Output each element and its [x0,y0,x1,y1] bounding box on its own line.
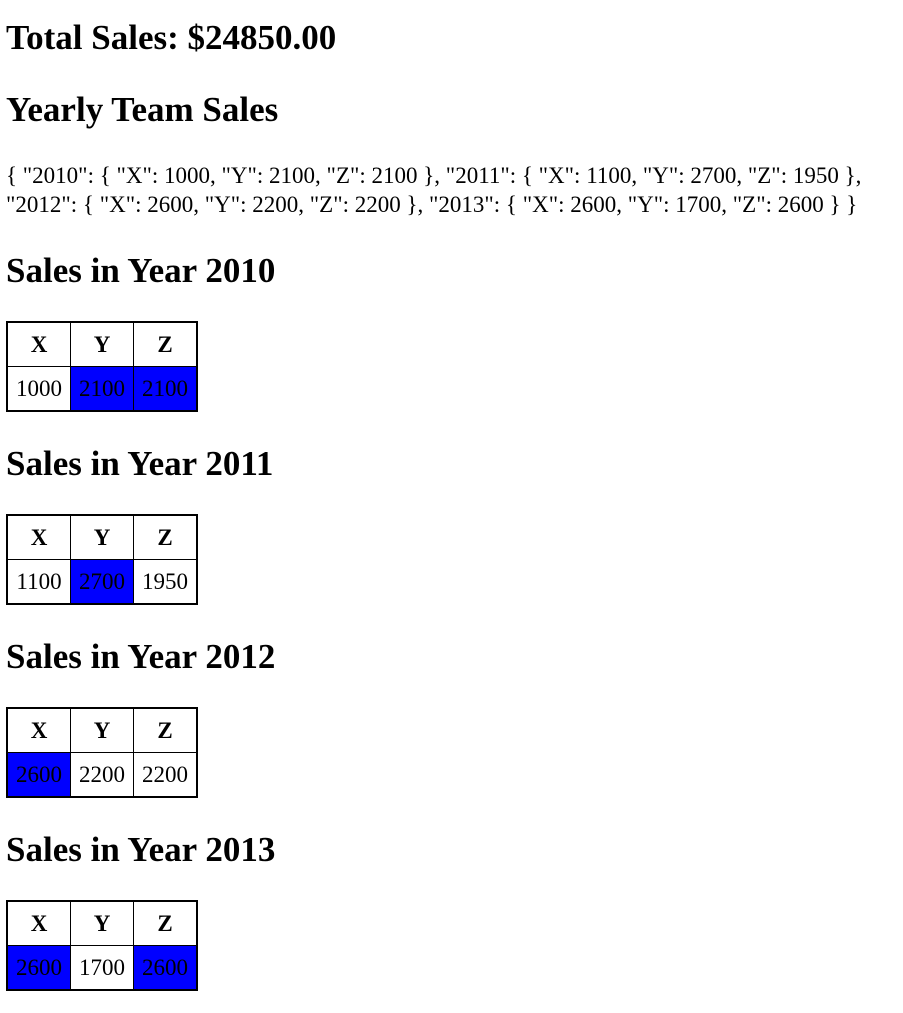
total-sales-heading: Total Sales: $24850.00 [6,18,337,57]
table-row: 2600 1700 2600 [6,945,198,991]
table-header-row: X Y Z [6,321,198,367]
column-header-x: X [6,707,71,753]
page: Total Sales: $24850.00 Yearly Team Sales… [0,18,903,991]
column-header-y: Y [70,321,134,367]
sales-cell-z: 2100 [133,366,198,412]
year-2013-heading: Sales in Year 2013 [6,830,276,869]
sales-cell-z: 1950 [133,559,198,605]
table-header-row: X Y Z [6,707,198,753]
column-header-x: X [6,900,71,946]
year-2010-heading: Sales in Year 2010 [6,251,276,290]
sales-table-2010: X Y Z 1000 2100 2100 [6,321,198,412]
sales-table-2012: X Y Z 2600 2200 2200 [6,707,198,798]
column-header-y: Y [70,900,134,946]
sales-cell-y: 2700 [70,559,134,605]
column-header-z: Z [133,321,198,367]
column-header-z: Z [133,514,198,560]
column-header-z: Z [133,900,198,946]
sales-cell-x: 2600 [6,945,71,991]
sales-json-text: { "2010": { "X": 1000, "Y": 2100, "Z": 2… [6,163,862,217]
sales-cell-z: 2600 [133,945,198,991]
sales-cell-x: 2600 [6,752,71,798]
sales-cell-y: 2200 [70,752,134,798]
sales-cell-z: 2200 [133,752,198,798]
column-header-y: Y [70,514,134,560]
sales-cell-x: 1100 [6,559,71,605]
sales-cell-y: 2100 [70,366,134,412]
year-2011-heading: Sales in Year 2011 [6,444,274,483]
column-header-x: X [6,321,71,367]
sales-table-2013: X Y Z 2600 1700 2600 [6,900,198,991]
column-header-y: Y [70,707,134,753]
table-row: 1100 2700 1950 [6,559,198,605]
sales-cell-x: 1000 [6,366,71,412]
year-2012-heading: Sales in Year 2012 [6,637,276,676]
column-header-z: Z [133,707,198,753]
sales-table-2011: X Y Z 1100 2700 1950 [6,514,198,605]
column-header-x: X [6,514,71,560]
table-header-row: X Y Z [6,900,198,946]
sales-cell-y: 1700 [70,945,134,991]
yearly-team-sales-heading: Yearly Team Sales [6,90,279,129]
table-row: 1000 2100 2100 [6,366,198,412]
table-header-row: X Y Z [6,514,198,560]
table-row: 2600 2200 2200 [6,752,198,798]
